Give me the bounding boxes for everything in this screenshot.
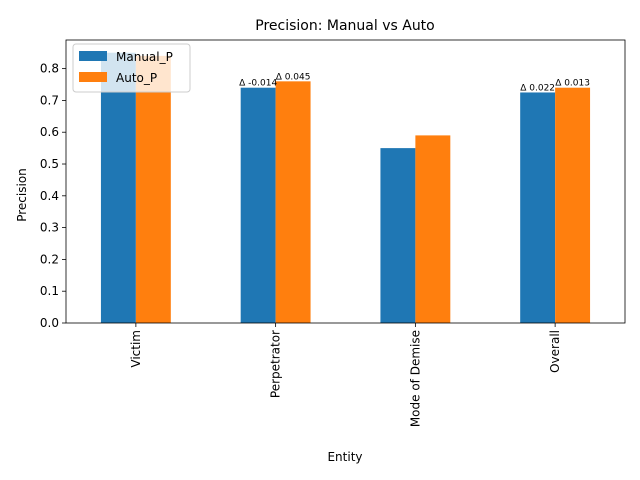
y-tick-label: 0.0 bbox=[40, 316, 59, 330]
x-tick-label: Mode of Demise bbox=[408, 330, 422, 427]
x-axis-label: Entity bbox=[327, 450, 362, 464]
plot-area: 0.0 0.1 0.2 0.3 0.4 0.5 0.6 0.7 0.8 Victim Perpetr… bbox=[40, 39, 626, 427]
y-tick-label: 0.1 bbox=[40, 284, 59, 298]
delta-annotation: Δ 0.022 bbox=[520, 83, 555, 93]
bar-auto-p-1 bbox=[135, 55, 171, 324]
bar-manual-p-2 bbox=[240, 87, 276, 324]
bar-manual-p-3 bbox=[380, 148, 416, 323]
bar-manual-p-4 bbox=[520, 92, 556, 323]
delta-annotation: Δ 0.045 bbox=[276, 72, 311, 82]
x-tick-label: Perpetrator bbox=[269, 330, 283, 398]
bar-manual-p-1 bbox=[100, 52, 136, 323]
y-tick-label: 0.3 bbox=[40, 221, 59, 235]
legend: Manual_P Auto_P bbox=[72, 43, 191, 93]
y-tick-label: 0.6 bbox=[40, 125, 59, 139]
y-axis-label: Precision bbox=[15, 168, 29, 222]
chart-title: Precision: Manual vs Auto bbox=[255, 18, 435, 34]
y-tick-label: 0.4 bbox=[40, 189, 59, 203]
y-tick-label: 0.8 bbox=[40, 62, 59, 76]
bar-auto-p-4 bbox=[555, 87, 591, 324]
legend-swatch bbox=[79, 51, 107, 61]
x-tick-label: Victim bbox=[129, 330, 143, 368]
bar-auto-p-3 bbox=[415, 135, 451, 323]
delta-annotation: Δ 0.013 bbox=[555, 79, 590, 89]
delta-annotation: Δ -0.014 bbox=[239, 79, 277, 89]
legend-label: Auto_P bbox=[116, 71, 157, 85]
legend-label: Manual_P bbox=[116, 50, 173, 64]
legend-swatch bbox=[79, 72, 107, 82]
y-tick-label: 0.7 bbox=[40, 93, 59, 107]
bar-auto-p-2 bbox=[275, 81, 311, 323]
x-tick-label: Overall bbox=[548, 330, 562, 373]
axes-frame bbox=[65, 39, 626, 324]
y-tick-label: 0.5 bbox=[40, 157, 59, 171]
y-tick-label: 0.2 bbox=[40, 252, 59, 266]
